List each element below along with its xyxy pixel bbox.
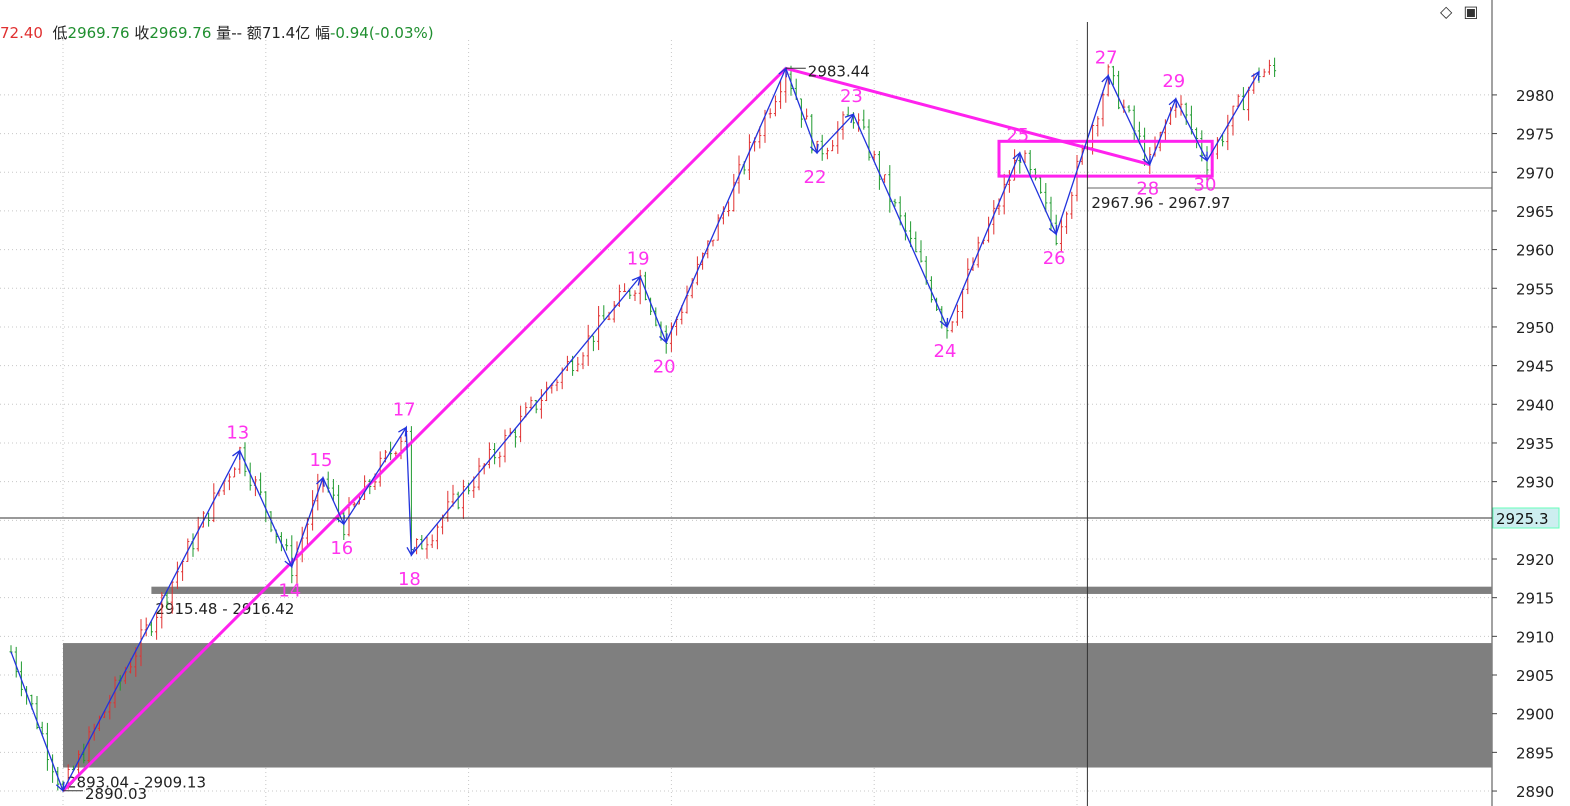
volume-value: -- — [231, 24, 243, 42]
wave-label: 15 — [310, 450, 333, 471]
axis-tick-label: 2950 — [1516, 319, 1554, 337]
range-value: -0.94(-0.03%) — [330, 24, 434, 42]
axis-tick-label: 2910 — [1516, 628, 1554, 646]
crosshair-price-badge — [1492, 507, 1560, 529]
axis-tick-label: 2970 — [1516, 164, 1554, 182]
wave-label: 27 — [1095, 48, 1118, 69]
support-zones: 2893.04 - 2909.13 2915.48 - 2916.42 2967.9… — [63, 187, 1492, 792]
trend-line — [61, 67, 787, 792]
zone-band — [151, 586, 1492, 594]
window-controls: ◇ ▣ — [1440, 2, 1485, 21]
price-axis: 2890289529002905291029152920292529302935… — [1492, 87, 1560, 801]
wave-label: 22 — [804, 167, 827, 188]
diamond-icon[interactable]: ◇ — [1440, 2, 1453, 21]
restore-icon[interactable]: ▣ — [1463, 2, 1479, 21]
zone-label: 2967.96 - 2967.97 — [1091, 194, 1230, 212]
wave-arrow — [1142, 155, 1151, 166]
axis-tick-label: 2915 — [1516, 590, 1554, 608]
axis-tick-label: 2930 — [1516, 474, 1554, 492]
axis-tick-label: 2905 — [1516, 667, 1554, 685]
amount-label: 额 — [246, 24, 262, 42]
close-value: 2969.76 — [149, 24, 212, 42]
axis-tick-label: 2940 — [1516, 396, 1554, 414]
axis-tick-label: 2935 — [1516, 435, 1554, 453]
wave-label: 20 — [653, 356, 676, 377]
wave-label: 24 — [934, 341, 957, 362]
wave-label: 18 — [398, 569, 421, 590]
overlays: 13 14 15 16 17 18 19 20 22 23 24 25 26 27 28 29 30 2983.4… — [0, 22, 1492, 806]
wave-arrow — [316, 476, 325, 487]
wave-arrow — [1012, 151, 1022, 162]
wave-label: 26 — [1043, 248, 1066, 269]
wave-arrow — [232, 449, 241, 460]
axis-tick-label: 2955 — [1516, 280, 1554, 298]
wave-label: 13 — [226, 423, 249, 444]
wave-arrow — [809, 143, 819, 155]
low-label: 低 — [52, 24, 68, 42]
wave-arrow — [406, 546, 416, 557]
wave-arrow — [844, 113, 855, 124]
wave-arrow — [398, 426, 407, 437]
wave-label: 17 — [393, 400, 416, 421]
volume-label: 量 — [216, 24, 232, 42]
high-value: 72.40 — [0, 24, 43, 42]
wave-arrow — [1199, 151, 1208, 162]
axis-tick-label: 2975 — [1516, 126, 1554, 144]
axis-tick-label: 2900 — [1516, 706, 1554, 724]
axis-tick-label: 2980 — [1516, 87, 1554, 105]
wave-arrow — [939, 317, 949, 329]
wave-label: 30 — [1194, 175, 1217, 196]
low-value: 2969.76 — [67, 24, 130, 42]
wave-label: 16 — [330, 538, 353, 559]
wave-label: 28 — [1136, 179, 1159, 200]
wave-label: 14 — [278, 581, 301, 602]
axis-tick-label: 2945 — [1516, 358, 1554, 376]
amount-value: 71.4亿 — [261, 24, 311, 42]
axis-tick-label: 2890 — [1516, 783, 1554, 801]
axis-tick-label: 2960 — [1516, 242, 1554, 260]
price-mark: 2983.44 — [808, 62, 870, 80]
wave-label: 23 — [840, 86, 863, 107]
zone-label: 2915.48 - 2916.42 — [155, 600, 294, 618]
wave-label: 19 — [627, 249, 650, 270]
axis-tick-label: 2920 — [1516, 551, 1554, 569]
close-label: 收 — [134, 24, 150, 42]
zone-band — [63, 643, 1492, 768]
wave-arrow — [1168, 97, 1178, 108]
wave-arrow — [659, 333, 668, 344]
trend-line — [785, 66, 1151, 166]
axis-tick-label: 2965 — [1516, 203, 1554, 221]
wave-arrow — [1101, 74, 1111, 85]
price-mark: 2890.03 — [85, 785, 147, 803]
zone-label: 2893.04 - 2909.13 — [67, 774, 206, 792]
wave-arrow — [631, 275, 642, 286]
wave-arrow — [1251, 70, 1260, 81]
axis-tick-label: 2895 — [1516, 744, 1554, 762]
wave-label: 29 — [1162, 71, 1185, 92]
wave-arrow — [1048, 225, 1058, 236]
quote-header: 72.40 低2969.76 收2969.76 量-- 额71.4亿 幅-0.9… — [0, 22, 434, 43]
wave-arrow — [284, 557, 293, 569]
consolidation-box — [997, 139, 1214, 178]
crosshair-price-label: 2925.3 — [1496, 510, 1549, 528]
wave-label: 25 — [1006, 125, 1029, 146]
range-label: 幅 — [315, 24, 331, 42]
